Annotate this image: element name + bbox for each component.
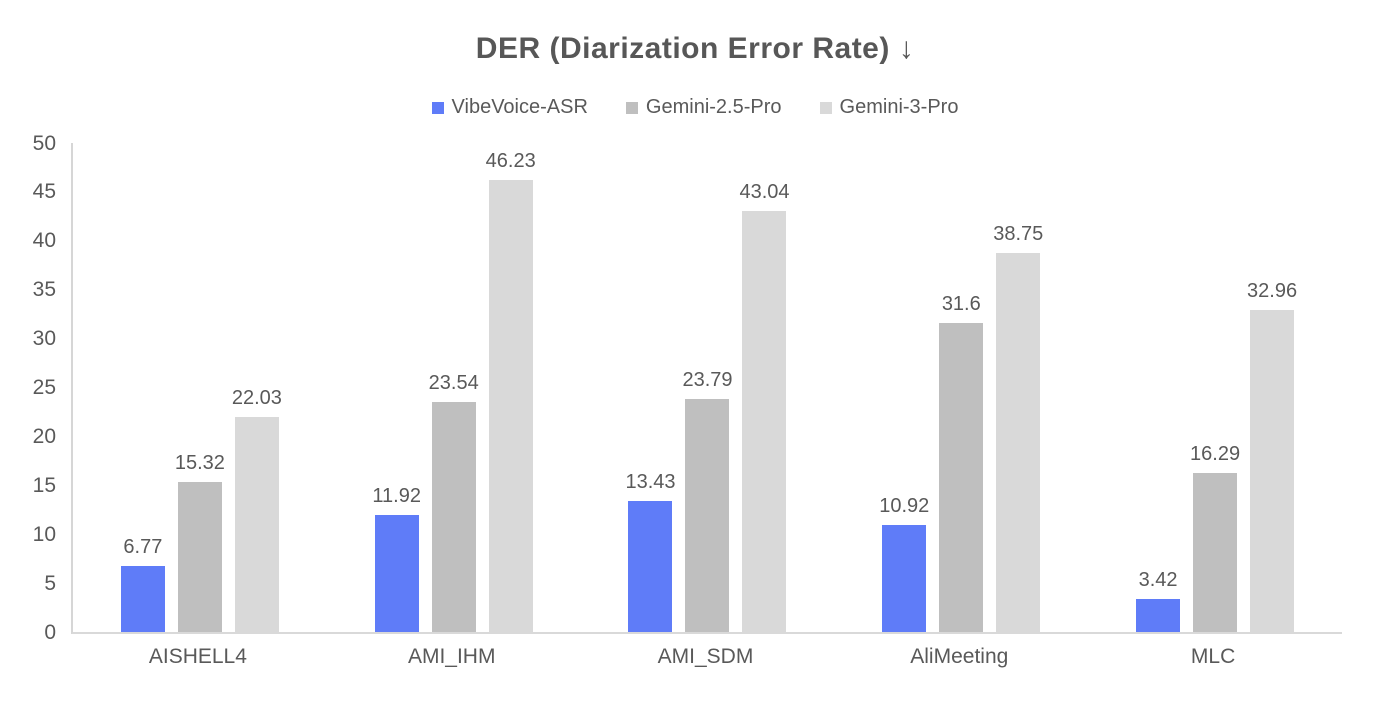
x-axis-category-labels: AISHELL4 AMI_IHM AMI_SDM AliMeeting MLC bbox=[71, 645, 1340, 669]
bar-value-label: 3.42 bbox=[1138, 568, 1178, 591]
plot-area: 6.77 15.32 22.03 11.92 23.54 46.23 13.43 23.79 4… bbox=[71, 143, 1342, 634]
bar-value-label: 32.96 bbox=[1247, 279, 1298, 302]
y-tick-label: 15 bbox=[32, 473, 56, 497]
x-axis-label-ami-ihm: AMI_IHM bbox=[407, 645, 496, 668]
bar-gemini-3-pro-ami-ihm: 46.23 bbox=[486, 150, 536, 632]
bar-gemini-2-5-pro-ami-ihm: 23.54 bbox=[429, 372, 479, 632]
bar-groups: 6.77 15.32 22.03 11.92 23.54 46.23 13.43 23.79 4… bbox=[73, 143, 1342, 632]
legend-swatch-icon bbox=[431, 101, 444, 114]
bar-value-label: 10.92 bbox=[879, 495, 930, 518]
bar-vibevoice-asr-ami-ihm: 11.92 bbox=[372, 485, 421, 632]
bar-gemini-2-5-pro-alimeeting: 31.6 bbox=[939, 293, 984, 632]
y-tick-label: 35 bbox=[32, 278, 56, 302]
bar-vibevoice-asr-ami-sdm: 13.43 bbox=[625, 471, 676, 632]
bar-value-label: 23.54 bbox=[428, 371, 479, 394]
legend-item-gemini-3-pro: Gemini-3-Pro bbox=[819, 96, 959, 119]
bar-value-label: 22.03 bbox=[231, 386, 282, 409]
bar-gemini-3-pro-ami-sdm: 43.04 bbox=[739, 181, 790, 632]
legend-label: Gemini-3-Pro bbox=[839, 96, 959, 118]
bar-gemini-3-pro-alimeeting: 38.75 bbox=[993, 223, 1043, 632]
chart-title: DER (Diarization Error Rate) ↓ bbox=[475, 32, 915, 65]
bar-value-label: 15.32 bbox=[174, 452, 225, 475]
bar-group-ami-sdm: 13.43 23.79 43.04 bbox=[581, 143, 835, 632]
y-tick-label: 25 bbox=[32, 376, 56, 399]
y-tick-label: 10 bbox=[32, 522, 56, 546]
bar-gemini-2-5-pro-ami-sdm: 23.79 bbox=[682, 369, 733, 632]
legend: VibeVoice-ASR Gemini-2.5-Pro Gemini-3-Pro bbox=[0, 96, 1390, 119]
bar-value-label: 46.23 bbox=[485, 149, 536, 172]
y-tick-label: 50 bbox=[32, 131, 56, 155]
bar-gemini-3-pro-aishell4: 22.03 bbox=[232, 387, 282, 632]
y-tick-label: 20 bbox=[32, 424, 56, 448]
x-axis-label-alimeeting: AliMeeting bbox=[910, 645, 1009, 668]
bar-value-label: 43.04 bbox=[739, 181, 790, 204]
bar-vibevoice-asr-mlc: 3.42 bbox=[1136, 569, 1181, 632]
legend-swatch-icon bbox=[819, 101, 832, 114]
bar-value-label: 23.79 bbox=[682, 369, 733, 392]
bar-value-label: 16.29 bbox=[1190, 442, 1241, 465]
bar-value-label: 6.77 bbox=[123, 535, 163, 558]
y-tick-label: 30 bbox=[32, 327, 56, 351]
bar-value-label: 38.75 bbox=[993, 223, 1044, 246]
bar-group-mlc: 3.42 16.29 32.96 bbox=[1088, 143, 1342, 632]
legend-label: Gemini-2.5-Pro bbox=[645, 96, 782, 118]
legend-item-vibevoice-asr: VibeVoice-ASR bbox=[431, 96, 588, 119]
bar-value-label: 31.6 bbox=[941, 292, 981, 315]
bar-gemini-2-5-pro-mlc: 16.29 bbox=[1190, 443, 1240, 632]
x-axis-label-ami-sdm: AMI_SDM bbox=[657, 645, 754, 668]
y-tick-label: 5 bbox=[44, 571, 56, 595]
legend-label: VibeVoice-ASR bbox=[451, 96, 588, 118]
x-axis-label-aishell4: AISHELL4 bbox=[148, 645, 247, 668]
bar-vibevoice-asr-aishell4: 6.77 bbox=[120, 536, 165, 632]
x-axis-label-mlc: MLC bbox=[1190, 645, 1236, 668]
legend-swatch-icon bbox=[625, 101, 638, 114]
bar-gemini-2-5-pro-aishell4: 15.32 bbox=[175, 452, 225, 632]
bar-vibevoice-asr-alimeeting: 10.92 bbox=[879, 495, 929, 632]
bar-value-label: 13.43 bbox=[625, 470, 676, 493]
y-tick-label: 0 bbox=[44, 620, 56, 644]
y-tick-label: 45 bbox=[32, 180, 56, 204]
legend-item-gemini-2-5-pro: Gemini-2.5-Pro bbox=[625, 96, 782, 119]
bar-group-alimeeting: 10.92 31.6 38.75 bbox=[834, 143, 1088, 632]
bar-group-ami-ihm: 11.92 23.54 46.23 bbox=[327, 143, 581, 632]
bar-group-aishell4: 6.77 15.32 22.03 bbox=[73, 143, 327, 632]
bar-value-label: 11.92 bbox=[372, 485, 421, 508]
y-tick-label: 40 bbox=[32, 229, 56, 253]
bar-gemini-3-pro-mlc: 32.96 bbox=[1247, 280, 1297, 632]
